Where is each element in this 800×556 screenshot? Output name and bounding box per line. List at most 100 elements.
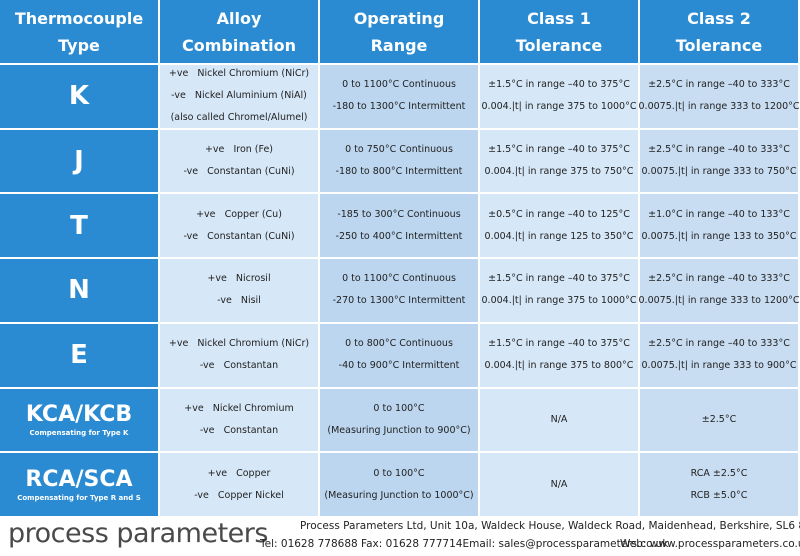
class2-cell: ±2.5°C in range –40 to 333°C 0.0075.|t| i… [640,129,798,193]
class2-line: 0.0075.|t| in range 333 to 1200°C [638,295,800,307]
range-cell: 0 to 1100°C Continuous -180 to 1300°C Int… [320,65,478,128]
range-line: -270 to 1300°C Intermittent [332,295,466,307]
type-cell: KCA/KCB Compensating for Type K [0,388,158,452]
alloy-line: +ve Nickel Chromium [184,402,294,414]
type-cell: E [0,323,158,387]
class2-line: ±2.5°C in range –40 to 333°C [648,338,790,350]
class1-line: 0.004.|t| in range 375 to 800°C [484,360,634,372]
type: KCA/KCB [25,402,133,428]
alloy-line: +ve Copper [207,467,271,479]
alloy-cell: +ve Nickel Chromium -ve Constantan [160,388,318,452]
class2-line: ±2.5°C [701,413,737,425]
alloy-line: +ve Nickel Chromium (NiCr) [168,338,310,350]
range-cell: 0 to 100°C (Measuring Junction to 900°C) [320,388,478,452]
logo: process parameters [8,518,268,549]
type-cell: T [0,194,158,258]
alloy-line: +ve Iron (Fe) [204,144,274,156]
alloy-line: -ve Nisil [217,295,261,307]
alloy-cell: +ve Nickel Chromium (NiCr) -ve Nickel Alu… [160,65,318,128]
class2-line: 0.0075.|t| in range 333 to 750°C [641,166,797,178]
class2-cell: RCA ±2.5°C RCB ±5.0°C [640,453,798,516]
range-line: 0 to 1100°C Continuous [342,79,456,91]
class1-cell: N/A [480,388,638,452]
alloy-line: -ve Constantan [199,424,279,436]
class1-line: 0.004.|t| in range 375 to 1000°C [481,295,637,307]
header-cell: Class 2 Tolerance [640,0,798,63]
class1-cell: ±1.5°C in range –40 to 375°C 0.004.|t| in… [480,259,638,322]
range-cell: 0 to 800°C Continuous -40 to 900°C Interm… [320,323,478,387]
alloy-cell: +ve Nickel Chromium (NiCr) -ve Constantan [160,323,318,387]
range-line: 0 to 750°C Continuous [345,144,453,156]
class1-line: ±1.5°C in range –40 to 375°C [488,144,630,156]
class1-line: ±1.5°C in range –40 to 375°C [488,338,630,350]
class2-cell: ±2.5°C in range –40 to 333°C 0.0075.|t| i… [638,259,800,322]
class2-line: ±2.5°C in range –40 to 333°C [648,273,790,285]
range-line: 0 to 100°C [373,402,425,414]
class1-line: 0.004.|t| in range 375 to 1000°C [481,101,637,113]
range-line: 0 to 100°C [373,467,425,479]
alloy-cell: +ve Copper (Cu) -ve Constantan (CuNi) [160,194,318,258]
alloy-line: -ve Copper Nickel [194,489,284,501]
class2-line: RCB ±5.0°C [690,489,748,501]
type: T [70,210,88,241]
header-text: Thermocouple Type [14,8,144,55]
alloy-line: -ve Constantan [199,360,279,372]
type-subtitle: Compensating for Type R and S [17,494,141,503]
header-text: Class 1 Tolerance [515,8,603,55]
type-cell: N [0,259,158,322]
class1-line: ±1.5°C in range –40 to 375°C [488,273,630,285]
alloy-line: +ve Copper (Cu) [196,208,282,220]
range-line: -180 to 800°C Intermittent [335,166,463,178]
type-cell: J [0,129,158,193]
range-cell: 0 to 100°C (Measuring Junction to 1000°C) [320,453,478,516]
alloy-line: (also called Chromel/Alumel) [170,112,308,124]
class1-line: 0.004.|t| in range 125 to 350°C [484,230,634,242]
range-line: -40 to 900°C Intermittent [338,360,460,372]
class2-cell: ±2.5°C in range –40 to 333°C 0.0075.|t| i… [640,323,798,387]
alloy-cell: +ve Copper -ve Copper Nickel [160,453,318,516]
type-subtitle: Compensating for Type K [29,429,129,438]
type: J [74,146,84,177]
range-line: 0 to 800°C Continuous [345,338,453,350]
contact: Tel: 01628 778688 Fax: 01628 777714Email… [260,538,669,550]
class1-cell: ±1.5°C in range –40 to 375°C 0.004.|t| in… [480,65,638,128]
class2-cell: ±2.5°C in range –40 to 333°C 0.0075.|t| i… [639,65,800,128]
range-cell: 0 to 750°C Continuous -180 to 800°C Inter… [320,129,478,193]
class1-line: ±1.5°C in range –40 to 375°C [488,79,630,91]
class2-cell: ±2.5°C [640,388,798,452]
header-text: Class 2 Tolerance [675,8,763,55]
class2-cell: ±1.0°C in range –40 to 133°C 0.0075.|t| i… [640,194,798,258]
class1-line: N/A [550,478,568,490]
alloy-line: +ve Nicrosil [207,273,271,285]
alloy-line: -ve Constantan (CuNi) [183,230,295,242]
class2-line: 0.0075.|t| in range 333 to 900°C [641,360,797,372]
alloy-line: -ve Constantan (CuNi) [183,166,295,178]
class1-line: N/A [550,413,568,425]
alloy-line: +ve Nickel Chromium (NiCr) [168,68,310,80]
type-cell: K [0,65,158,128]
header-text: Operating Range [353,8,445,55]
type: RCA/SCA [25,467,133,493]
type-cell: RCA/SCA Compensating for Type R and S [0,453,158,516]
type: K [68,81,90,112]
header-cell: Operating Range [320,0,478,63]
range-line: (Measuring Junction to 900°C) [327,424,471,436]
type: E [70,340,88,371]
class1-cell: ±1.5°C in range –40 to 375°C 0.004.|t| in… [480,323,638,387]
header-cell: Alloy Combination [160,0,318,63]
alloy-cell: +ve Iron (Fe) -ve Constantan (CuNi) [160,129,318,193]
class1-line: ±0.5°C in range –40 to 125°C [488,208,630,220]
header-cell: Thermocouple Type [0,0,158,63]
range-cell: 0 to 1100°C Continuous -270 to 1300°C Int… [320,259,478,322]
range-cell: -185 to 300°C Continuous -250 to 400°C In… [320,194,478,258]
web: Web: www.processparameters.co.uk [620,538,800,550]
range-line: (Measuring Junction to 1000°C) [324,489,474,501]
header-text: Alloy Combination [181,8,297,55]
class2-line: 0.0075.|t| in range 133 to 350°C [641,230,797,242]
class2-line: ±2.5°C in range –40 to 333°C [648,79,790,91]
class2-line: ±2.5°C in range –40 to 333°C [648,144,790,156]
class2-line: ±1.0°C in range –40 to 133°C [648,208,790,220]
range-line: -180 to 1300°C Intermittent [332,101,466,113]
type: N [68,275,90,306]
